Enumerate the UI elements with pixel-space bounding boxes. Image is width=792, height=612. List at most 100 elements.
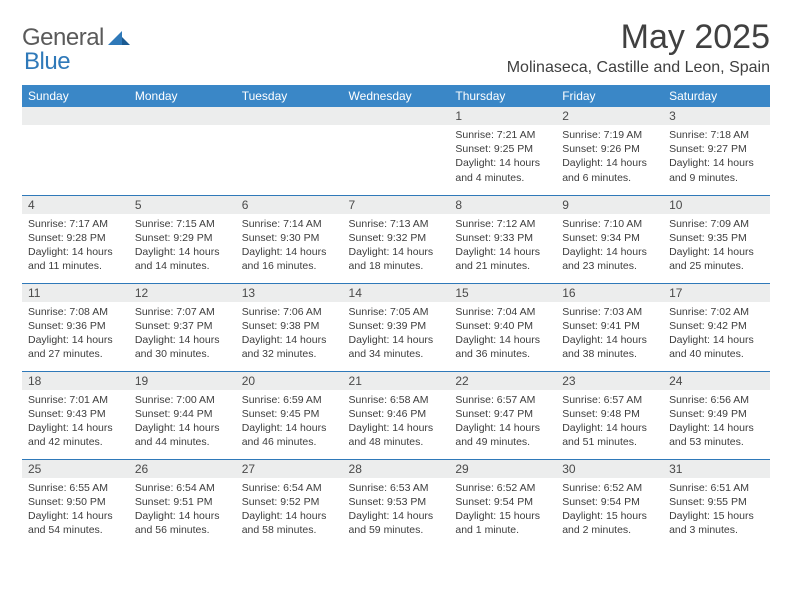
- sunset-text: Sunset: 9:35 PM: [669, 231, 764, 245]
- day-number: [236, 107, 343, 125]
- calendar-day-cell: 11Sunrise: 7:08 AMSunset: 9:36 PMDayligh…: [22, 283, 129, 371]
- calendar-day-cell: 14Sunrise: 7:05 AMSunset: 9:39 PMDayligh…: [343, 283, 450, 371]
- sunset-text: Sunset: 9:47 PM: [455, 407, 550, 421]
- day-number: 1: [449, 107, 556, 125]
- sunset-text: Sunset: 9:25 PM: [455, 142, 550, 156]
- sunrise-text: Sunrise: 7:13 AM: [349, 217, 444, 231]
- day-number: 29: [449, 460, 556, 478]
- calendar-day-cell: 12Sunrise: 7:07 AMSunset: 9:37 PMDayligh…: [129, 283, 236, 371]
- sunrise-text: Sunrise: 7:06 AM: [242, 305, 337, 319]
- day-number: 26: [129, 460, 236, 478]
- day-body: [129, 125, 236, 134]
- calendar-day-cell: 29Sunrise: 6:52 AMSunset: 9:54 PMDayligh…: [449, 459, 556, 547]
- day-number: 27: [236, 460, 343, 478]
- daylight-text: Daylight: 14 hours and 38 minutes.: [562, 333, 657, 361]
- month-title: May 2025: [507, 18, 770, 57]
- day-number: 6: [236, 196, 343, 214]
- sunset-text: Sunset: 9:54 PM: [455, 495, 550, 509]
- day-body: Sunrise: 7:02 AMSunset: 9:42 PMDaylight:…: [663, 302, 770, 368]
- sunset-text: Sunset: 9:41 PM: [562, 319, 657, 333]
- calendar-day-cell: 10Sunrise: 7:09 AMSunset: 9:35 PMDayligh…: [663, 195, 770, 283]
- weekday-header: Sunday: [22, 85, 129, 107]
- day-number: 5: [129, 196, 236, 214]
- sunrise-text: Sunrise: 7:01 AM: [28, 393, 123, 407]
- daylight-text: Daylight: 15 hours and 3 minutes.: [669, 509, 764, 537]
- sunrise-text: Sunrise: 6:51 AM: [669, 481, 764, 495]
- day-body: Sunrise: 6:58 AMSunset: 9:46 PMDaylight:…: [343, 390, 450, 456]
- daylight-text: Daylight: 14 hours and 44 minutes.: [135, 421, 230, 449]
- day-number: 10: [663, 196, 770, 214]
- calendar-day-cell: 26Sunrise: 6:54 AMSunset: 9:51 PMDayligh…: [129, 459, 236, 547]
- page-header: General May 2025 Molinaseca, Castille an…: [22, 18, 770, 77]
- calendar-day-cell: 1Sunrise: 7:21 AMSunset: 9:25 PMDaylight…: [449, 107, 556, 195]
- sunrise-text: Sunrise: 7:07 AM: [135, 305, 230, 319]
- sunset-text: Sunset: 9:26 PM: [562, 142, 657, 156]
- day-number: 21: [343, 372, 450, 390]
- sunrise-text: Sunrise: 7:05 AM: [349, 305, 444, 319]
- sunrise-text: Sunrise: 6:54 AM: [135, 481, 230, 495]
- day-number: 7: [343, 196, 450, 214]
- sunset-text: Sunset: 9:33 PM: [455, 231, 550, 245]
- sunrise-text: Sunrise: 7:03 AM: [562, 305, 657, 319]
- calendar-day-cell: 23Sunrise: 6:57 AMSunset: 9:48 PMDayligh…: [556, 371, 663, 459]
- day-number: 20: [236, 372, 343, 390]
- calendar-day-cell: [236, 107, 343, 195]
- sunrise-text: Sunrise: 7:10 AM: [562, 217, 657, 231]
- daylight-text: Daylight: 14 hours and 42 minutes.: [28, 421, 123, 449]
- daylight-text: Daylight: 14 hours and 25 minutes.: [669, 245, 764, 273]
- daylight-text: Daylight: 14 hours and 23 minutes.: [562, 245, 657, 273]
- day-body: Sunrise: 7:19 AMSunset: 9:26 PMDaylight:…: [556, 125, 663, 191]
- day-number: 14: [343, 284, 450, 302]
- daylight-text: Daylight: 14 hours and 56 minutes.: [135, 509, 230, 537]
- sunset-text: Sunset: 9:40 PM: [455, 319, 550, 333]
- daylight-text: Daylight: 14 hours and 48 minutes.: [349, 421, 444, 449]
- sunset-text: Sunset: 9:39 PM: [349, 319, 444, 333]
- sunset-text: Sunset: 9:46 PM: [349, 407, 444, 421]
- daylight-text: Daylight: 14 hours and 18 minutes.: [349, 245, 444, 273]
- sunset-text: Sunset: 9:29 PM: [135, 231, 230, 245]
- calendar-day-cell: 27Sunrise: 6:54 AMSunset: 9:52 PMDayligh…: [236, 459, 343, 547]
- calendar-week-row: 11Sunrise: 7:08 AMSunset: 9:36 PMDayligh…: [22, 283, 770, 371]
- sunset-text: Sunset: 9:27 PM: [669, 142, 764, 156]
- day-body: Sunrise: 6:54 AMSunset: 9:52 PMDaylight:…: [236, 478, 343, 544]
- day-number: 8: [449, 196, 556, 214]
- daylight-text: Daylight: 14 hours and 51 minutes.: [562, 421, 657, 449]
- daylight-text: Daylight: 14 hours and 36 minutes.: [455, 333, 550, 361]
- day-number: 24: [663, 372, 770, 390]
- day-body: Sunrise: 7:14 AMSunset: 9:30 PMDaylight:…: [236, 214, 343, 280]
- day-body: Sunrise: 7:17 AMSunset: 9:28 PMDaylight:…: [22, 214, 129, 280]
- sunset-text: Sunset: 9:43 PM: [28, 407, 123, 421]
- day-body: Sunrise: 7:00 AMSunset: 9:44 PMDaylight:…: [129, 390, 236, 456]
- day-body: Sunrise: 6:53 AMSunset: 9:53 PMDaylight:…: [343, 478, 450, 544]
- day-number: 25: [22, 460, 129, 478]
- day-number: 15: [449, 284, 556, 302]
- day-number: 28: [343, 460, 450, 478]
- sunset-text: Sunset: 9:37 PM: [135, 319, 230, 333]
- day-number: 12: [129, 284, 236, 302]
- calendar-day-cell: 31Sunrise: 6:51 AMSunset: 9:55 PMDayligh…: [663, 459, 770, 547]
- calendar-day-cell: 22Sunrise: 6:57 AMSunset: 9:47 PMDayligh…: [449, 371, 556, 459]
- sunset-text: Sunset: 9:36 PM: [28, 319, 123, 333]
- day-body: Sunrise: 7:21 AMSunset: 9:25 PMDaylight:…: [449, 125, 556, 191]
- day-body: Sunrise: 7:08 AMSunset: 9:36 PMDaylight:…: [22, 302, 129, 368]
- sunrise-text: Sunrise: 6:59 AM: [242, 393, 337, 407]
- calendar-day-cell: 3Sunrise: 7:18 AMSunset: 9:27 PMDaylight…: [663, 107, 770, 195]
- location-subtitle: Molinaseca, Castille and Leon, Spain: [507, 59, 770, 77]
- calendar-table: Sunday Monday Tuesday Wednesday Thursday…: [22, 85, 770, 547]
- day-body: Sunrise: 7:03 AMSunset: 9:41 PMDaylight:…: [556, 302, 663, 368]
- sunset-text: Sunset: 9:44 PM: [135, 407, 230, 421]
- daylight-text: Daylight: 14 hours and 53 minutes.: [669, 421, 764, 449]
- calendar-day-cell: 6Sunrise: 7:14 AMSunset: 9:30 PMDaylight…: [236, 195, 343, 283]
- calendar-day-cell: 13Sunrise: 7:06 AMSunset: 9:38 PMDayligh…: [236, 283, 343, 371]
- calendar-day-cell: 2Sunrise: 7:19 AMSunset: 9:26 PMDaylight…: [556, 107, 663, 195]
- calendar-day-cell: 4Sunrise: 7:17 AMSunset: 9:28 PMDaylight…: [22, 195, 129, 283]
- sunrise-text: Sunrise: 7:15 AM: [135, 217, 230, 231]
- sunrise-text: Sunrise: 6:57 AM: [562, 393, 657, 407]
- day-body: Sunrise: 7:10 AMSunset: 9:34 PMDaylight:…: [556, 214, 663, 280]
- day-body: Sunrise: 6:55 AMSunset: 9:50 PMDaylight:…: [22, 478, 129, 544]
- daylight-text: Daylight: 14 hours and 40 minutes.: [669, 333, 764, 361]
- logo-text-blue: Blue: [24, 48, 70, 75]
- daylight-text: Daylight: 14 hours and 49 minutes.: [455, 421, 550, 449]
- day-body: Sunrise: 6:57 AMSunset: 9:47 PMDaylight:…: [449, 390, 556, 456]
- day-body: Sunrise: 6:56 AMSunset: 9:49 PMDaylight:…: [663, 390, 770, 456]
